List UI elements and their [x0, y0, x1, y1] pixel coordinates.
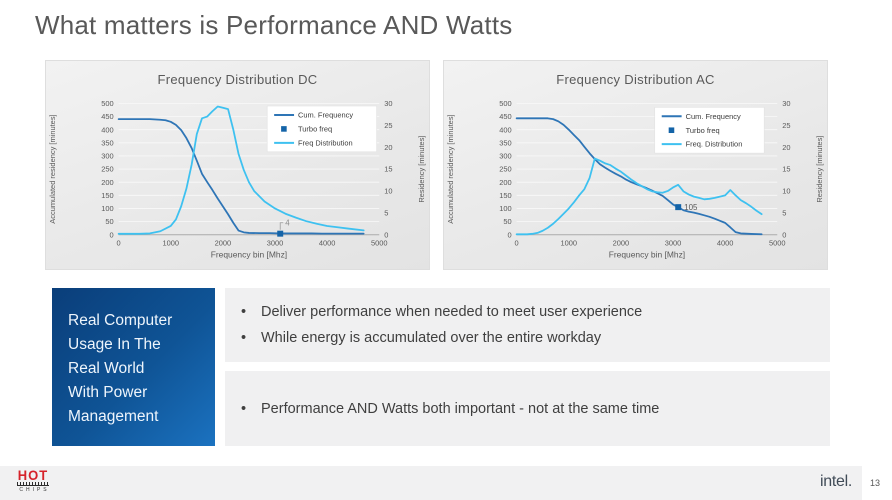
- callout-line: Usage In The: [68, 336, 161, 353]
- svg-text:50: 50: [503, 217, 511, 226]
- svg-text:Residency [minutes]: Residency [minutes]: [815, 136, 824, 203]
- callout-line: With Power: [68, 384, 148, 401]
- slide-title: What matters is Performance AND Watts: [35, 10, 513, 40]
- bullet-item: Deliver performance when needed to meet …: [225, 299, 830, 325]
- svg-text:350: 350: [101, 138, 113, 147]
- svg-text:400: 400: [101, 125, 113, 134]
- svg-text:30: 30: [384, 99, 392, 108]
- svg-text:500: 500: [101, 99, 113, 108]
- dc-chart-canvas: 0501001502002503003504004505000510152025…: [48, 99, 426, 260]
- svg-text:100: 100: [101, 204, 113, 213]
- svg-text:25: 25: [384, 121, 392, 130]
- svg-text:250: 250: [101, 165, 113, 174]
- svg-text:10: 10: [782, 187, 790, 196]
- svg-text:Turbo freq: Turbo freq: [686, 126, 720, 135]
- svg-text:0: 0: [782, 230, 786, 239]
- svg-text:3000: 3000: [267, 239, 284, 248]
- chart-title-ac: Frequency Distribution AC: [556, 72, 715, 87]
- hotchips-ruler-graphic: [17, 482, 49, 486]
- svg-text:3000: 3000: [665, 239, 682, 248]
- svg-text:20: 20: [384, 143, 392, 152]
- svg-text:1000: 1000: [162, 239, 179, 248]
- svg-text:0: 0: [384, 230, 388, 239]
- svg-text:5000: 5000: [769, 239, 786, 248]
- hotchips-subtext: CHIPS: [19, 487, 50, 493]
- ac-chart-canvas: 0501001502002503003504004505000510152025…: [446, 99, 824, 260]
- svg-text:500: 500: [499, 99, 511, 108]
- svg-text:Frequency bin [Mhz]: Frequency bin [Mhz]: [211, 250, 287, 260]
- svg-text:Accumulated residency [minutes: Accumulated residency [minutes]: [446, 114, 455, 223]
- svg-text:4000: 4000: [717, 239, 734, 248]
- chart-panel-ac: Frequency Distribution AC 0 50 100 150 200 25…: [443, 60, 828, 270]
- svg-text:Cum. Frequency: Cum. Frequency: [686, 112, 741, 121]
- svg-text:150: 150: [499, 191, 511, 200]
- svg-text:4: 4: [285, 219, 290, 228]
- bullet-panel-bottom: Performance AND Watts both important - n…: [225, 371, 830, 446]
- chart-panel-dc: Frequency Distribution DC 0 50 100 150 200 25…: [45, 60, 430, 270]
- svg-text:Freq Distribution: Freq Distribution: [298, 138, 353, 147]
- bullet-panel-top: Deliver performance when needed to meet …: [225, 288, 830, 362]
- svg-text:105: 105: [684, 203, 698, 212]
- svg-text:Accumulated residency [minutes: Accumulated residency [minutes]: [48, 114, 57, 223]
- callout-line: Real Computer: [68, 312, 173, 329]
- svg-text:5: 5: [384, 208, 388, 217]
- hotchips-wordmark: HOT: [17, 467, 49, 484]
- svg-text:0: 0: [109, 230, 113, 239]
- svg-text:25: 25: [782, 121, 790, 130]
- svg-text:200: 200: [499, 178, 511, 187]
- svg-text:5: 5: [782, 208, 786, 217]
- callout-line: Management: [68, 408, 159, 425]
- svg-text:300: 300: [101, 152, 113, 161]
- svg-text:1000: 1000: [560, 239, 577, 248]
- svg-text:Freq. Distribution: Freq. Distribution: [686, 140, 743, 149]
- svg-text:300: 300: [499, 152, 511, 161]
- svg-text:5000: 5000: [371, 239, 388, 248]
- bullet-item: While energy is accumulated over the ent…: [225, 325, 830, 351]
- callout-box: Real Computer Usage In The Real World Wi…: [52, 288, 215, 446]
- svg-text:10: 10: [384, 187, 392, 196]
- svg-text:2000: 2000: [215, 239, 232, 248]
- svg-text:Cum. Frequency: Cum. Frequency: [298, 111, 353, 120]
- intel-logo: intel.: [820, 473, 852, 490]
- svg-text:100: 100: [499, 204, 511, 213]
- svg-text:450: 450: [499, 112, 511, 121]
- svg-text:15: 15: [782, 165, 790, 174]
- svg-text:0: 0: [117, 239, 121, 248]
- svg-text:15: 15: [384, 165, 392, 174]
- svg-text:20: 20: [782, 143, 790, 152]
- svg-text:0: 0: [507, 230, 511, 239]
- callout-line: Real World: [68, 360, 145, 377]
- page-number: 13: [870, 478, 881, 488]
- svg-text:350: 350: [499, 138, 511, 147]
- svg-text:250: 250: [499, 165, 511, 174]
- footer: HOT CHIPS intel.: [0, 466, 862, 500]
- svg-text:50: 50: [105, 217, 113, 226]
- svg-text:30: 30: [782, 99, 790, 108]
- svg-text:200: 200: [101, 178, 113, 187]
- svg-text:Residency [minutes]: Residency [minutes]: [417, 136, 426, 203]
- chart-title-dc: Frequency Distribution DC: [157, 72, 318, 87]
- hotchips-logo: HOT CHIPS: [16, 467, 50, 493]
- svg-text:450: 450: [101, 112, 113, 121]
- bullet-item: Performance AND Watts both important - n…: [225, 396, 830, 422]
- svg-text:150: 150: [101, 191, 113, 200]
- svg-text:0: 0: [515, 239, 519, 248]
- svg-text:Frequency bin [Mhz]: Frequency bin [Mhz]: [609, 250, 685, 260]
- svg-text:4000: 4000: [319, 239, 336, 248]
- svg-text:2000: 2000: [613, 239, 630, 248]
- svg-text:Turbo freq: Turbo freq: [298, 124, 332, 133]
- svg-text:400: 400: [499, 125, 511, 134]
